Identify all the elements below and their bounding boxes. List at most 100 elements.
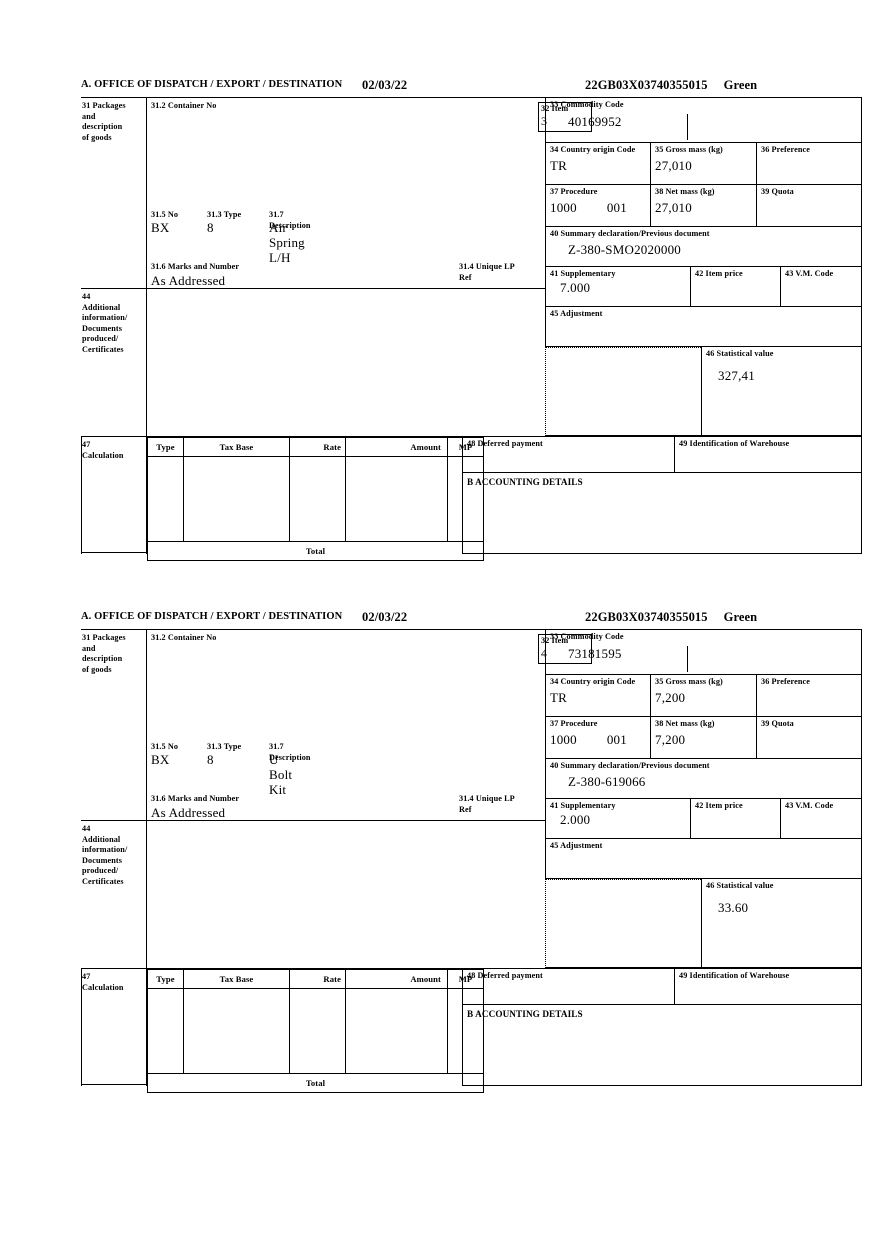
movement-reference-number: 22GB03X03740355015 Green	[585, 78, 757, 93]
box-b-accounting-details: B ACCOUNTING DETAILS	[462, 1005, 862, 1086]
box-31-6-marks-value[interactable]: As Addressed	[151, 272, 226, 288]
box-b-value[interactable]	[463, 1020, 862, 1022]
box-43-value[interactable]	[781, 280, 862, 282]
box-32-value[interactable]: 4	[541, 645, 548, 660]
box-45-continuation	[545, 347, 701, 436]
box-48-label: 48 Deferred payment	[467, 971, 543, 980]
box-41-label: 41 Supplementary	[550, 801, 616, 810]
box-31-5-no-label: 31.5 No	[151, 742, 179, 751]
box-43-vm-code: 43 V.M. Code	[781, 799, 862, 839]
form-header: A. OFFICE OF DISPATCH / EXPORT / DESTINA…	[81, 78, 862, 97]
box-35-value[interactable]: 27,010	[655, 157, 692, 173]
box-31-3-type-value[interactable]: 8	[207, 220, 214, 235]
box-37-values[interactable]: 1000 001	[546, 198, 650, 215]
box-46-value[interactable]: 33.60	[718, 899, 749, 915]
box-40-previous-document: 40 Summary declaration/Previous document…	[545, 227, 862, 267]
box-37-value-2: 001	[606, 731, 627, 747]
box-45-value[interactable]	[546, 852, 862, 854]
table-header-row: Type Tax Base Rate Amount MP	[147, 437, 484, 457]
box-32-item-number: 32 Item 3	[538, 102, 592, 132]
box-33-divider-tick	[687, 114, 688, 140]
box-38-value[interactable]: 7,200	[655, 731, 686, 747]
box-42-item-price: 42 Item price	[691, 799, 781, 839]
box-47-calculation-table: Type Tax Base Rate Amount MP To	[147, 968, 484, 1093]
box-48-value[interactable]	[463, 450, 674, 452]
box-49-value[interactable]	[675, 450, 862, 452]
cell-rate[interactable]	[289, 988, 346, 1074]
box-44-caption-line: Additional	[82, 834, 121, 844]
box-38-value[interactable]: 27,010	[655, 199, 692, 215]
box-44-caption-line: 44	[82, 824, 91, 833]
customs-declaration-form-item-3: A. OFFICE OF DISPATCH / EXPORT / DESTINA…	[81, 78, 862, 561]
box-36-value[interactable]	[757, 156, 862, 158]
box-34-value[interactable]: TR	[550, 157, 568, 173]
box-45-value[interactable]	[546, 320, 862, 322]
box-47-caption-line: 47	[82, 440, 91, 449]
box-32-value[interactable]: 3	[541, 113, 548, 128]
box-36-value[interactable]	[757, 688, 862, 690]
box-43-label: 43 V.M. Code	[785, 269, 834, 278]
box-39-label: 39 Quota	[761, 719, 794, 728]
cell-type[interactable]	[147, 988, 184, 1074]
box-34-value[interactable]: TR	[550, 689, 568, 705]
box-32-area: 32 Item 3	[528, 98, 600, 288]
table-row[interactable]	[147, 456, 484, 542]
total-label: Total	[147, 541, 484, 561]
box-33-value[interactable]: 40169952	[568, 113, 622, 129]
box-40-value[interactable]: Z-380-SMO2020000	[568, 241, 681, 257]
box-31-3-type-label: 31.3 Type	[207, 210, 242, 219]
box-46-value[interactable]: 327,41	[718, 367, 755, 383]
box-40-label: 40 Summary declaration/Previous document	[550, 761, 710, 770]
box-42-value[interactable]	[691, 280, 780, 282]
column-header-type: Type	[147, 969, 184, 989]
cell-tax-base[interactable]	[183, 988, 290, 1074]
column-header-amount: Amount	[345, 437, 448, 457]
box-43-value[interactable]	[781, 812, 862, 814]
box-44-caption-line: produced/	[82, 334, 119, 343]
box-31-3-type-value[interactable]: 8	[207, 752, 214, 767]
cell-rate[interactable]	[289, 456, 346, 542]
box-49-value[interactable]	[675, 982, 862, 984]
cell-amount[interactable]	[345, 456, 448, 542]
box-41-value[interactable]: 2.000	[560, 811, 591, 827]
box-31-5-no-value[interactable]: BX	[151, 220, 170, 235]
route-lane: Green	[723, 610, 758, 624]
box-44-value	[147, 289, 545, 291]
box-37-value-2: 001	[606, 199, 627, 215]
cell-type[interactable]	[147, 456, 184, 542]
box-31-7-description-label: 31.7 Description	[269, 210, 311, 230]
box-42-value[interactable]	[691, 812, 780, 814]
declaration-date: 02/03/22	[362, 610, 408, 624]
box-31-7-description-value[interactable]: Air Spring L/H	[269, 220, 305, 265]
cell-mp[interactable]	[447, 456, 484, 542]
box-31-4-lp-ref: 31.4 Unique LP Ref	[459, 262, 528, 283]
box-39-value[interactable]	[757, 198, 862, 200]
box-31-caption-line: description	[82, 122, 123, 131]
box-48-value[interactable]	[463, 982, 674, 984]
box-b-accounting-details: B ACCOUNTING DETAILS	[462, 473, 862, 554]
box-37-values[interactable]: 1000 001	[546, 730, 650, 747]
total-label: Total	[147, 1073, 484, 1093]
box-35-value[interactable]: 7,200	[655, 689, 686, 705]
box-31-6-marks-value[interactable]: As Addressed	[151, 804, 226, 820]
box-31-5-no-value[interactable]: BX	[151, 752, 170, 767]
box-44-content[interactable]	[147, 288, 545, 436]
box-41-value[interactable]: 7.000	[560, 279, 591, 295]
box-33-divider-tick	[687, 646, 688, 672]
box-33-value[interactable]: 73181595	[568, 645, 622, 661]
box-39-value[interactable]	[757, 730, 862, 732]
cell-tax-base[interactable]	[183, 456, 290, 542]
box-37-procedure: 37 Procedure 1000 001	[545, 717, 651, 759]
box-44-content[interactable]	[147, 820, 545, 968]
box-b-value[interactable]	[463, 488, 862, 490]
box-31-caption-line: 31 Packages	[82, 633, 126, 642]
box-31-2-container-no-label: 31.2 Container No	[151, 101, 217, 110]
box-31-7-description-value[interactable]: U Bolt Kit	[269, 752, 293, 797]
table-row[interactable]	[147, 988, 484, 1074]
mrn-value: 22GB03X03740355015	[585, 610, 708, 624]
box-47-caption-line: Calculation	[82, 982, 124, 992]
box-40-value[interactable]: Z-380-619066	[568, 773, 646, 789]
cell-amount[interactable]	[345, 988, 448, 1074]
cell-mp[interactable]	[447, 988, 484, 1074]
box-36-preference: 36 Preference	[757, 675, 862, 717]
